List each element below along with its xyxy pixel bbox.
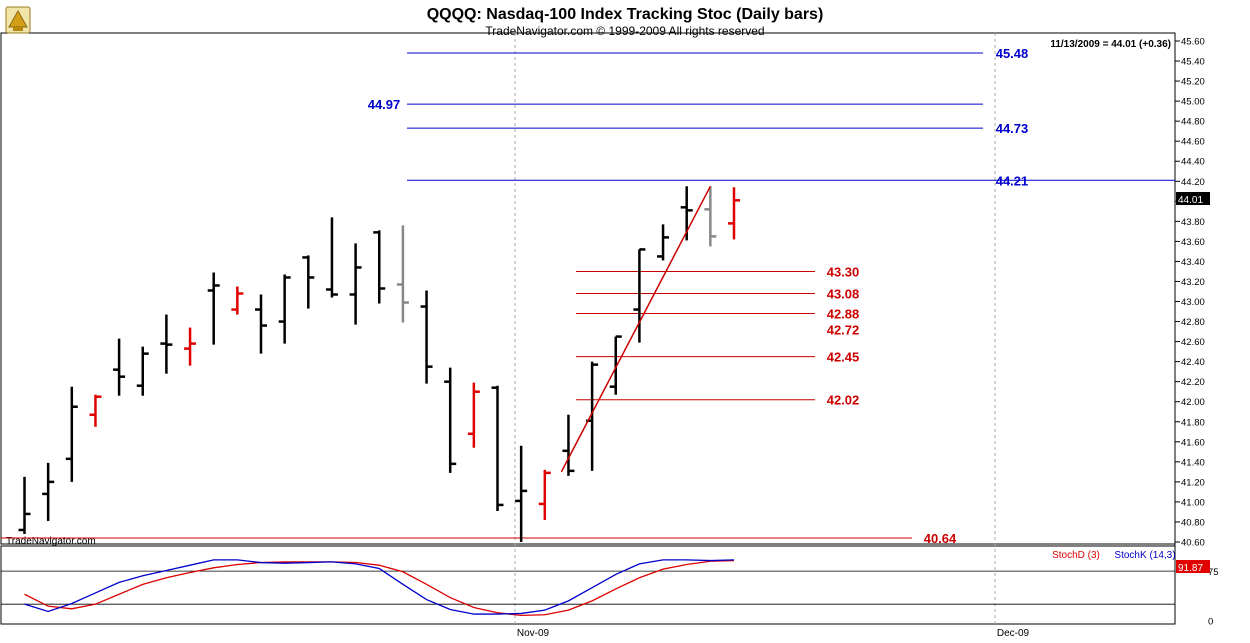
y-tick-label: 44.40 xyxy=(1181,157,1205,168)
y-tick-label: 41.20 xyxy=(1181,477,1205,488)
ohlc-bar xyxy=(42,462,55,521)
ohlc-bar xyxy=(184,327,197,366)
ohlc-bar xyxy=(396,225,409,323)
trendline-layer xyxy=(560,185,712,473)
ohlc-bar xyxy=(231,286,244,315)
ohlc-bar xyxy=(302,255,315,309)
chart-title: QQQQ: Nasdaq-100 Index Tracking Stoc (Da… xyxy=(427,6,824,23)
ohlc-bar xyxy=(538,469,551,520)
y-tick-label: 42.40 xyxy=(1181,357,1205,368)
ohlc-bar xyxy=(325,217,338,298)
ohlc-bar xyxy=(562,414,575,476)
fib-level-label: 42.45 xyxy=(827,350,860,365)
last-value-note: 11/13/2009 = 44.01 (+0.36) xyxy=(1050,39,1171,50)
ohlc-bar xyxy=(113,338,126,396)
ohlc-bar xyxy=(278,274,291,344)
y-tick-label: 44.80 xyxy=(1181,117,1205,128)
stoch-legend-entry: StochD (3) xyxy=(1052,550,1100,561)
ohlc-bar xyxy=(515,445,528,542)
fib-level-label: 42.88 xyxy=(827,307,860,322)
support-level-label: 40.64 xyxy=(924,531,957,546)
y-tick-label: 40.60 xyxy=(1181,538,1205,549)
y-tick-label: 42.80 xyxy=(1181,317,1205,328)
stochastic-panel: 75 0 StochD (3) StochK (14,3) xyxy=(1,550,1219,628)
watermark: TradeNavigator.com xyxy=(6,536,96,547)
fib-level-label: 44.97 xyxy=(368,97,401,112)
fib-level-label: 45.48 xyxy=(996,46,1029,61)
y-tick-label: 45.60 xyxy=(1181,37,1205,48)
fib-level-label: 44.21 xyxy=(996,173,1029,188)
y-tick-label: 43.60 xyxy=(1181,237,1205,248)
stoch-series-line xyxy=(24,559,735,617)
fibonacci-levels: 45.48 44.97 44.73 44.21 43.30 43.08 42.8842.72… xyxy=(1,46,1175,546)
ohlc-bar xyxy=(704,186,717,247)
date-axis: Nov-09 Dec-09 xyxy=(517,628,1030,639)
y-tick-label: 43.00 xyxy=(1181,297,1205,308)
ohlc-bar xyxy=(586,361,599,471)
trendline xyxy=(560,185,712,473)
fib-level-label: 42.02 xyxy=(827,393,860,408)
fib-level-label: 42.72 xyxy=(827,323,860,338)
y-tick-label: 41.60 xyxy=(1181,437,1205,448)
ohlc-bar xyxy=(444,367,457,473)
y-tick-label: 42.20 xyxy=(1181,377,1205,388)
stoch-y-tick-label: 75 xyxy=(1208,567,1219,578)
ohlc-bar xyxy=(609,335,622,395)
ohlc-bar xyxy=(136,346,149,396)
chart-subtitle: TradeNavigator.com © 1999-2009 All right… xyxy=(485,24,764,38)
y-tick-label: 42.60 xyxy=(1181,337,1205,348)
fib-level-label: 44.73 xyxy=(996,121,1029,136)
y-tick-label: 41.40 xyxy=(1181,457,1205,468)
ohlc-bar xyxy=(728,187,740,240)
stoch-panel-frame xyxy=(0,545,1176,625)
ohlc-bar xyxy=(420,290,433,384)
y-tick-label: 40.80 xyxy=(1181,517,1205,528)
ohlc-bar xyxy=(160,314,173,374)
y-tick-label: 45.40 xyxy=(1181,57,1205,68)
ohlc-bar xyxy=(89,394,102,427)
ohlc-bar xyxy=(18,476,31,534)
ohlc-bar xyxy=(467,382,480,448)
price-axis: 45.60 45.40 45.20 45.00 44.80 44.60 44.40 44.20… xyxy=(1175,37,1205,549)
y-tick-label: 44.60 xyxy=(1181,137,1205,148)
y-tick-label: 42.00 xyxy=(1181,397,1205,408)
y-tick-label: 43.80 xyxy=(1181,217,1205,228)
stoch-value-tag: 91.87 xyxy=(1178,563,1203,574)
y-tick-label: 43.40 xyxy=(1181,257,1205,268)
last-price-tag-bg xyxy=(1176,192,1210,205)
y-tick-label: 41.00 xyxy=(1181,497,1205,508)
y-tick-label: 45.20 xyxy=(1181,77,1205,88)
ohlc-bar xyxy=(65,386,78,482)
price-panel-frame xyxy=(0,32,1176,545)
stoch-series-line xyxy=(24,559,735,615)
y-tick-label: 45.00 xyxy=(1181,97,1205,108)
ohlc-bar xyxy=(255,294,267,354)
stoch-y-tick-label: 0 xyxy=(1208,617,1213,628)
y-tick-label: 44.20 xyxy=(1181,177,1205,188)
ohlc-bar xyxy=(349,243,362,325)
ohlc-bar xyxy=(491,385,504,511)
last-price-tag: 44.01 xyxy=(1178,195,1203,206)
fib-level-label: 43.30 xyxy=(827,264,860,279)
y-tick-label: 43.20 xyxy=(1181,277,1205,288)
ohlc-bar xyxy=(657,224,670,261)
x-tick-label: Nov-09 xyxy=(517,628,550,639)
ohlc-bar xyxy=(207,272,220,345)
y-tick-label: 41.80 xyxy=(1181,417,1205,428)
month-gridlines xyxy=(514,33,996,624)
fib-level-label: 43.08 xyxy=(827,287,860,302)
trade-navigator-logo xyxy=(5,6,31,34)
ohlc-bar xyxy=(633,248,646,343)
x-tick-label: Dec-09 xyxy=(997,628,1030,639)
ohlc-bar xyxy=(373,230,386,304)
stoch-legend-entry: StochK (14,3) xyxy=(1114,550,1175,561)
stoch-value-tag-bg xyxy=(1176,560,1210,573)
